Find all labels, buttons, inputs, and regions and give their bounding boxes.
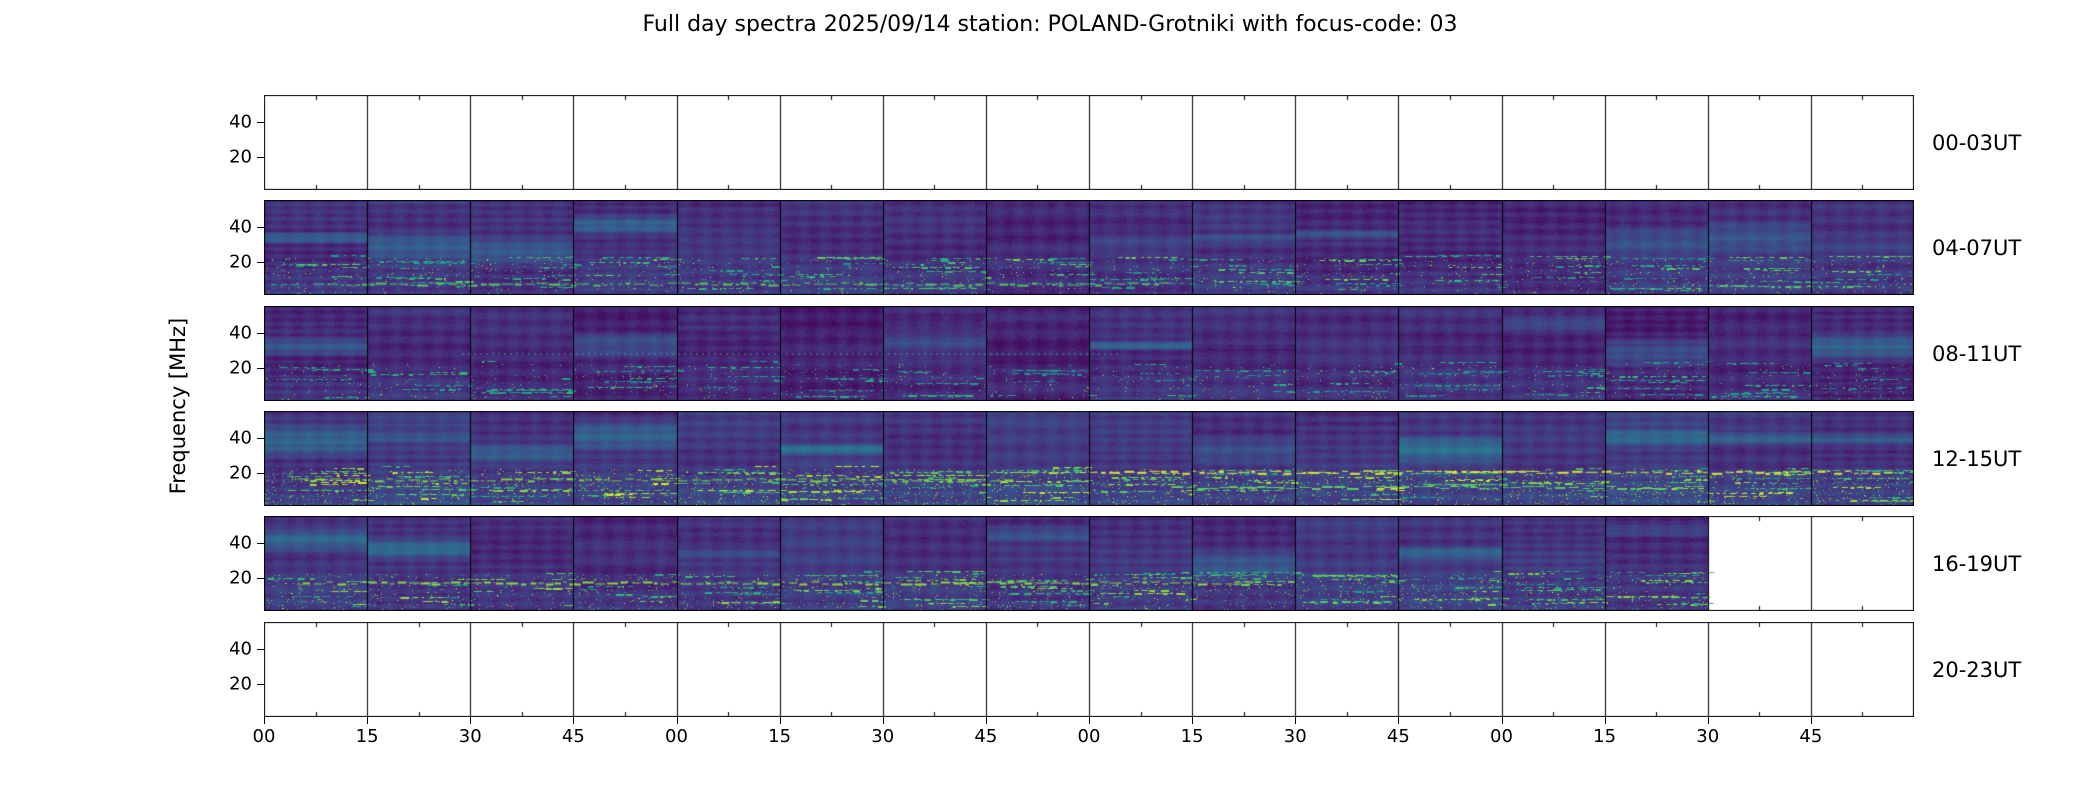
spectrogram-canvas — [264, 622, 1914, 717]
y-tick-mark — [257, 157, 264, 158]
spectrogram-row — [264, 411, 1914, 506]
y-tick-label: 40 — [229, 111, 252, 133]
spectrogram-canvas — [264, 200, 1914, 295]
y-tick-label: 40 — [229, 532, 252, 554]
x-tick-mark — [779, 717, 781, 724]
row-time-label: 04-07UT — [1932, 235, 2022, 260]
y-tick-label: 20 — [229, 567, 252, 589]
x-tick-label: 45 — [561, 726, 585, 747]
y-tick-label: 20 — [229, 462, 252, 484]
x-tick-label: 30 — [1283, 726, 1307, 747]
x-tick-mark — [985, 717, 987, 724]
row-time-label: 16-19UT — [1932, 551, 2022, 576]
row-time-label: 08-11UT — [1932, 341, 2022, 366]
spectrogram-canvas — [264, 411, 1914, 506]
x-tick-label: 15 — [768, 726, 792, 747]
y-tick-label: 20 — [229, 673, 252, 695]
x-tick-label: 15 — [355, 726, 379, 747]
x-tick-mark — [1707, 717, 1709, 724]
spectrogram-row — [264, 516, 1914, 611]
y-tick-mark — [257, 368, 264, 369]
x-tick-mark — [264, 717, 265, 724]
y-tick-label: 20 — [229, 251, 252, 273]
figure-title: Full day spectra 2025/09/14 station: POL… — [642, 12, 1458, 37]
spectrogram-row — [264, 200, 1914, 295]
spectrogram-canvas — [264, 95, 1914, 190]
y-tick-mark — [257, 543, 264, 544]
x-tick-mark — [1810, 717, 1812, 724]
spectrogram-row — [264, 95, 1914, 190]
y-tick-mark — [257, 578, 264, 579]
x-tick-label: 30 — [458, 726, 482, 747]
x-tick-label: 00 — [1490, 726, 1513, 747]
x-tick-mark — [676, 717, 678, 724]
spectrogram-canvas — [264, 516, 1914, 611]
x-tick-mark — [1192, 717, 1194, 724]
x-tick-label: 00 — [665, 726, 688, 747]
y-tick-mark — [257, 473, 264, 474]
x-tick-mark — [1398, 717, 1400, 724]
y-tick-label: 40 — [229, 638, 252, 660]
y-axis-label: Frequency [MHz] — [166, 317, 190, 495]
y-tick-label: 40 — [229, 427, 252, 449]
y-tick-label: 40 — [229, 322, 252, 344]
x-tick-label: 45 — [1386, 726, 1410, 747]
x-tick-mark — [573, 717, 575, 724]
x-tick-mark — [1604, 717, 1606, 724]
x-tick-label: 00 — [1077, 726, 1101, 747]
y-tick-mark — [257, 438, 264, 439]
y-tick-mark — [257, 122, 264, 123]
row-time-label: 12-15UT — [1932, 446, 2022, 471]
spectrogram-row — [264, 622, 1914, 717]
y-tick-label: 20 — [229, 146, 252, 168]
x-tick-label: 30 — [871, 726, 895, 747]
x-tick-label: 15 — [1593, 726, 1617, 747]
spectrogram-row — [264, 306, 1914, 401]
x-tick-mark — [367, 717, 369, 724]
x-tick-label: 30 — [1696, 726, 1720, 747]
x-tick-mark — [1295, 717, 1297, 724]
y-tick-mark — [257, 262, 264, 263]
y-tick-label: 40 — [229, 216, 252, 238]
y-tick-label: 20 — [229, 357, 252, 379]
x-tick-mark — [1089, 717, 1090, 724]
y-tick-mark — [257, 684, 264, 685]
x-tick-label: 45 — [974, 726, 998, 747]
spectrogram-canvas — [264, 306, 1914, 401]
y-tick-mark — [257, 227, 264, 228]
y-tick-mark — [257, 649, 264, 650]
x-tick-mark — [470, 717, 472, 724]
row-time-label: 00-03UT — [1932, 130, 2022, 155]
x-tick-label: 15 — [1180, 726, 1204, 747]
row-time-label: 20-23UT — [1932, 657, 2022, 682]
y-tick-mark — [257, 333, 264, 334]
x-tick-mark — [882, 717, 884, 724]
x-tick-label: 45 — [1799, 726, 1823, 747]
x-tick-label: 00 — [252, 726, 276, 747]
x-tick-mark — [1501, 717, 1503, 724]
